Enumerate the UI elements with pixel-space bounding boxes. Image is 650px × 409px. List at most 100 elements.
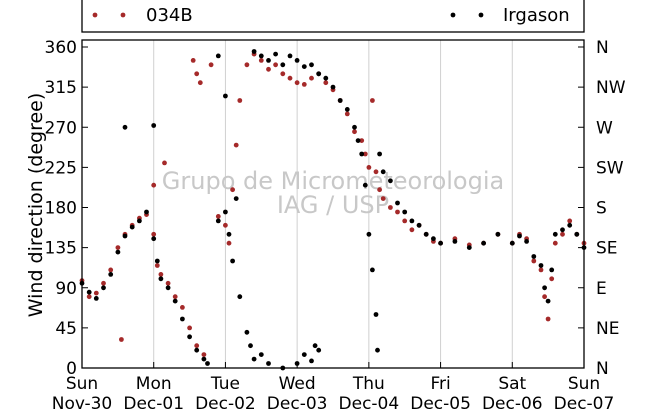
x-tick-day: Wed	[279, 374, 316, 394]
data-point-irgason	[545, 298, 551, 304]
data-point-irgason	[172, 298, 178, 304]
data-point-034b	[226, 240, 232, 246]
data-point-irgason	[301, 352, 307, 357]
data-point-034b	[545, 316, 551, 322]
data-point-irgason	[366, 231, 372, 237]
y-tick-label: 45	[55, 319, 77, 339]
data-point-irgason	[524, 239, 529, 244]
data-point-034b	[194, 71, 200, 77]
data-point-irgason	[122, 124, 128, 130]
watermark-line-1: Grupo de Micrometeorologia	[162, 167, 504, 195]
data-point-034b	[388, 205, 393, 210]
data-point-irgason	[122, 233, 128, 239]
x-tick-day: Sun	[568, 374, 600, 394]
data-point-034b	[344, 111, 350, 117]
right-tick-label: SW	[596, 158, 624, 178]
right-tick-label: S	[596, 199, 607, 219]
data-point-034b	[194, 343, 200, 349]
data-point-irgason	[375, 347, 380, 353]
data-point-irgason	[154, 258, 160, 264]
x-tick-day: Sat	[498, 374, 526, 394]
data-point-irgason	[370, 267, 375, 273]
data-point-034b	[542, 294, 547, 300]
data-point-irgason	[258, 53, 264, 59]
data-point-034b	[233, 142, 239, 148]
data-point-034b	[395, 209, 400, 215]
data-point-irgason	[309, 358, 314, 364]
data-point-irgason	[230, 258, 236, 264]
data-point-034b	[567, 218, 573, 224]
data-point-034b	[273, 62, 278, 68]
data-point-034b	[244, 62, 250, 68]
legend-marker-034b	[120, 12, 126, 18]
data-point-034b	[154, 263, 160, 268]
data-point-irgason	[223, 93, 228, 99]
data-point-034b	[151, 182, 157, 188]
y-axis-left: 0 45 90 135 180 225 270 315 360	[45, 38, 88, 379]
data-point-irgason	[409, 218, 415, 224]
watermark-line-2: IAG / USP	[277, 191, 389, 219]
data-point-irgason	[538, 263, 544, 268]
data-point-034b	[280, 71, 286, 77]
data-point-034b	[409, 227, 415, 233]
legend-label-irgason: Irgason	[503, 5, 570, 26]
data-point-034b	[93, 290, 99, 296]
right-tick-label: N	[596, 38, 609, 58]
data-point-irgason	[359, 151, 365, 157]
data-point-034b	[359, 138, 365, 144]
data-point-irgason	[223, 209, 228, 215]
y-tick-label: 360	[45, 38, 77, 58]
data-point-irgason	[316, 347, 322, 353]
data-point-irgason	[86, 289, 92, 295]
data-point-034b	[301, 82, 307, 87]
legend-marker-irgason	[478, 12, 484, 18]
y-tick-label: 225	[45, 158, 77, 178]
data-point-irgason	[355, 138, 361, 144]
data-point-irgason	[215, 53, 221, 59]
data-point-irgason	[266, 58, 271, 63]
data-point-034b	[201, 352, 207, 357]
x-tick-date: Nov-30	[52, 394, 113, 409]
y-tick-label: 90	[55, 279, 77, 299]
data-point-irgason	[395, 200, 400, 206]
data-point-irgason	[431, 236, 436, 242]
data-point-034b	[258, 58, 264, 63]
data-point-034b	[119, 337, 124, 342]
watermark: Grupo de Micrometeorologia IAG / USP	[162, 167, 504, 219]
data-point-irgason	[158, 276, 164, 282]
data-point-irgason	[388, 178, 393, 184]
data-point-034b	[101, 280, 106, 286]
data-point-irgason	[273, 51, 278, 57]
data-point-034b	[370, 98, 375, 103]
data-point-irgason	[552, 231, 558, 237]
data-point-irgason	[301, 64, 307, 69]
data-point-034b	[180, 305, 185, 310]
data-point-irgason	[560, 227, 565, 233]
data-point-034b	[230, 187, 236, 193]
data-point-034b	[362, 151, 368, 157]
data-point-034b	[187, 325, 193, 331]
data-point-irgason	[481, 240, 486, 246]
data-point-034b	[531, 258, 537, 264]
data-point-irgason	[495, 231, 501, 237]
data-point-irgason	[201, 356, 207, 362]
data-point-irgason	[244, 329, 250, 335]
data-point-irgason	[233, 196, 239, 202]
data-point-irgason	[101, 285, 106, 291]
data-point-034b	[208, 62, 214, 68]
x-tick-day: Thu	[352, 374, 385, 394]
data-point-irgason	[380, 169, 386, 175]
x-tick-day: Sun	[66, 374, 98, 394]
data-point-034b	[115, 245, 121, 251]
data-point-irgason	[294, 58, 300, 63]
data-point-irgason	[438, 240, 443, 246]
data-point-034b	[552, 240, 558, 246]
y-tick-label: 315	[45, 78, 77, 98]
right-tick-label: N	[596, 359, 609, 379]
data-point-034b	[162, 160, 167, 166]
data-point-irgason	[93, 296, 99, 301]
data-point-irgason	[151, 236, 157, 242]
x-tick-date: Dec-01	[123, 394, 184, 409]
data-point-irgason	[542, 285, 547, 291]
